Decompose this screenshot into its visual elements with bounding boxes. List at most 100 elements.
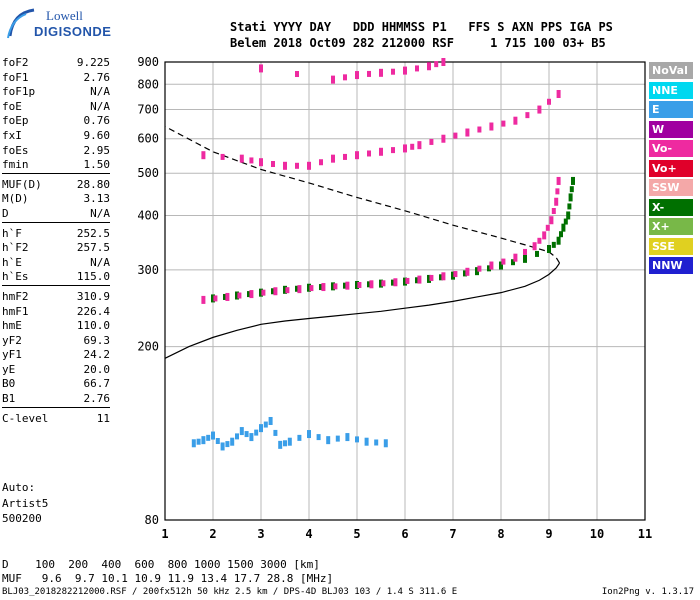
echo-mark (513, 116, 518, 125)
echo-mark (427, 274, 431, 283)
echo-mark (391, 68, 395, 75)
param-name: foF2 (2, 56, 29, 69)
auto-version: 500200 (2, 512, 42, 525)
echo-mark (261, 289, 266, 296)
header-row-values: Belem 2018 Oct09 282 212000 RSF 1 715 10… (230, 36, 606, 50)
echo-mark (477, 126, 482, 133)
x-tick-label: 3 (257, 527, 264, 541)
param-value: 9.60 (83, 128, 111, 142)
echo-mark (566, 211, 571, 220)
auto-program: Artist5 (2, 496, 49, 510)
echo-mark (259, 64, 263, 73)
echo-mark (237, 292, 242, 299)
echo-mark (383, 439, 388, 448)
file-info-footer: BLJ03_2018282212000.RSF / 200fx512h 50 k… (2, 587, 458, 597)
param-row: B1 2.76 (2, 392, 110, 408)
echo-mark (259, 158, 263, 167)
echo-mark (439, 274, 443, 281)
legend-item: W (649, 120, 693, 138)
param-name: hmF2 (2, 289, 29, 303)
param-value: 115.0 (76, 270, 110, 284)
version-footer: Ion2Png v. 1.3.17 (601, 587, 694, 597)
param-name: D (2, 206, 9, 220)
echo-mark (283, 440, 287, 447)
echo-mark (453, 132, 458, 139)
echo-mark (235, 291, 239, 300)
x-tick-label: 9 (545, 527, 552, 541)
param-value: 310.9 (76, 289, 110, 303)
echo-mark (345, 433, 350, 442)
y-tick-label: 600 (137, 132, 159, 146)
echo-mark (417, 275, 422, 284)
echo-mark (364, 437, 369, 446)
echo-mark (259, 288, 263, 297)
legend-item: X- (649, 198, 693, 216)
echo-mark (441, 272, 446, 281)
param-row: yF1 24.2 (2, 348, 110, 363)
echo-mark (561, 223, 566, 232)
echo-mark (434, 61, 439, 68)
echo-mark (542, 231, 547, 240)
echo-mark (551, 241, 556, 248)
x-tick-label: 1 (161, 527, 168, 541)
echo-mark (559, 231, 563, 238)
echo-mark (196, 438, 201, 445)
echo-mark (523, 254, 527, 263)
echo-mark (220, 442, 225, 451)
legend-item: SSW (649, 179, 693, 196)
echo-mark (415, 277, 419, 284)
param-name: yF2 (2, 333, 22, 347)
param-row: h`F 252.5 (2, 227, 110, 242)
echo-mark (239, 427, 244, 436)
legend-item: SSE (649, 237, 693, 255)
echo-mark (249, 157, 254, 164)
param-value: 24.2 (83, 348, 111, 362)
y-tick-label: 500 (137, 166, 159, 180)
x-tick-label: 5 (353, 527, 360, 541)
echo-mark (563, 218, 568, 225)
param-value: 11 (96, 411, 110, 425)
echo-mark (333, 283, 338, 290)
param-row: foEp 0.76 (2, 114, 110, 129)
param-row: hmF1 226.4 (2, 305, 110, 320)
x-tick-label: 8 (497, 527, 504, 541)
param-value: 257.5 (76, 241, 110, 255)
param-value: 2.95 (83, 143, 111, 157)
param-value: 0.76 (83, 114, 111, 128)
echo-mark (525, 112, 530, 119)
echo-mark (403, 66, 407, 75)
param-row: foF1 2.76 (2, 71, 110, 86)
echo-mark (567, 203, 572, 210)
echo-mark (556, 89, 561, 98)
echo-mark (297, 434, 302, 441)
echo-mark (297, 285, 302, 294)
param-value: 110.0 (76, 319, 110, 333)
x-tick-label: 10 (590, 527, 604, 541)
y-tick-label: 80 (145, 513, 159, 527)
echo-mark (278, 440, 283, 449)
y-tick-label: 900 (137, 55, 159, 69)
echo-mark (321, 283, 326, 292)
legend-item: NoVal (649, 62, 693, 79)
legend-item: Vo+ (649, 159, 693, 177)
echo-mark (415, 65, 419, 72)
echo-mark (410, 143, 415, 150)
param-name: B0 (2, 377, 16, 391)
echo-mark (355, 151, 359, 160)
echo-mark (532, 242, 537, 251)
param-value: N/A (90, 85, 110, 99)
param-row: MUF(D) 28.80 (2, 178, 110, 193)
echo-mark (239, 154, 244, 163)
echo-mark (307, 430, 311, 439)
echo-mark (489, 122, 494, 131)
param-name: hmF1 (2, 304, 29, 318)
echo-mark (417, 141, 422, 150)
echo-mark (331, 282, 335, 291)
param-value: 2.76 (83, 70, 111, 84)
param-name: foF1p (2, 85, 36, 99)
echo-mark (499, 261, 503, 270)
echo-mark (487, 265, 491, 272)
param-value: 3.13 (83, 192, 111, 206)
echo-mark (295, 162, 299, 169)
echo-mark (309, 285, 314, 292)
